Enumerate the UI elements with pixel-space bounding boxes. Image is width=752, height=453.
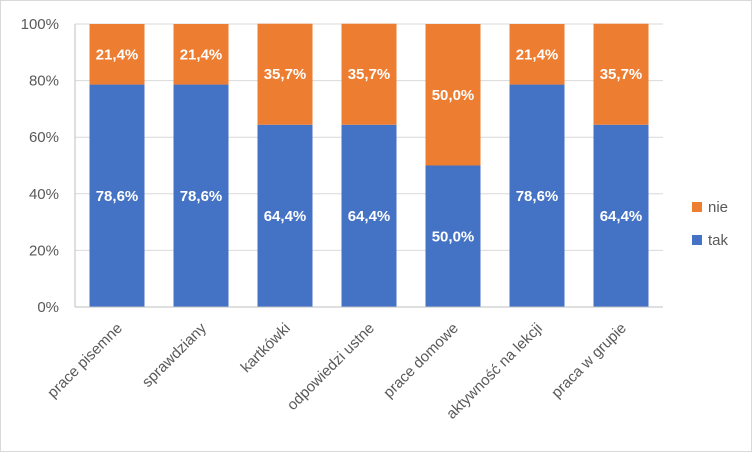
- data-label: 35,7%: [264, 66, 307, 83]
- y-tick-label: 80%: [29, 73, 59, 90]
- x-category-label: kartkówki: [238, 320, 294, 376]
- data-labels: 78,6% 21,4% 78,6% 21,4% 64,4% 35,7% 64,4% 35,7%…: [96, 46, 643, 245]
- x-category-label: sprawdziany: [139, 319, 210, 390]
- data-label: 64,4%: [348, 208, 391, 225]
- legend-label-tak: tak: [708, 232, 729, 249]
- data-label: 78,6%: [516, 188, 559, 205]
- data-label: 64,4%: [264, 208, 307, 225]
- x-category-label: praca w grupie: [548, 320, 630, 402]
- bar-nie: [173, 24, 229, 85]
- x-category-label: aktywność na lekcji: [443, 320, 546, 423]
- y-tick-label: 0%: [37, 299, 59, 316]
- bar-tak: [89, 84, 145, 307]
- bar-tak: [341, 124, 397, 307]
- data-label: 50,0%: [432, 228, 475, 245]
- data-label: 78,6%: [180, 188, 223, 205]
- bar-nie: [89, 24, 145, 85]
- axes: [74, 24, 663, 308]
- bar-nie: [341, 23, 397, 125]
- bar-nie: [425, 24, 481, 166]
- y-tick-label: 100%: [21, 16, 59, 33]
- bar-tak: [257, 124, 313, 307]
- data-label: 21,4%: [180, 46, 223, 63]
- data-label: 64,4%: [600, 208, 643, 225]
- legend-label-nie: nie: [708, 199, 728, 216]
- x-category-label: prace pisemne: [44, 320, 126, 402]
- bar-tak: [173, 84, 229, 307]
- legend-swatch-nie: [692, 202, 702, 212]
- bar-tak: [425, 165, 481, 307]
- y-tick-label: 60%: [29, 129, 59, 146]
- legend[interactable]: nie tak: [692, 199, 729, 249]
- bar-tak: [509, 84, 565, 307]
- x-category-label: prace domowe: [380, 320, 462, 402]
- y-tick-label: 20%: [29, 242, 59, 259]
- y-tick-label: 40%: [29, 186, 59, 203]
- x-category-label: odpowiedzi ustne: [284, 320, 378, 414]
- data-label: 50,0%: [432, 87, 475, 104]
- legend-swatch-tak: [692, 235, 702, 245]
- x-axis-category-labels: prace pisemne sprawdziany kartkówkiodpowie…: [44, 319, 630, 422]
- data-label: 35,7%: [348, 66, 391, 83]
- bars: [89, 23, 649, 307]
- bar-nie: [593, 23, 649, 125]
- bar-tak: [593, 124, 649, 307]
- y-axis-tick-labels: 0% 20% 40% 60% 80% 100%: [21, 16, 59, 316]
- data-label: 35,7%: [600, 66, 643, 83]
- data-label: 21,4%: [96, 46, 139, 63]
- bar-nie: [509, 24, 565, 85]
- data-label: 21,4%: [516, 46, 559, 63]
- data-label: 78,6%: [96, 188, 139, 205]
- bar-nie: [257, 23, 313, 125]
